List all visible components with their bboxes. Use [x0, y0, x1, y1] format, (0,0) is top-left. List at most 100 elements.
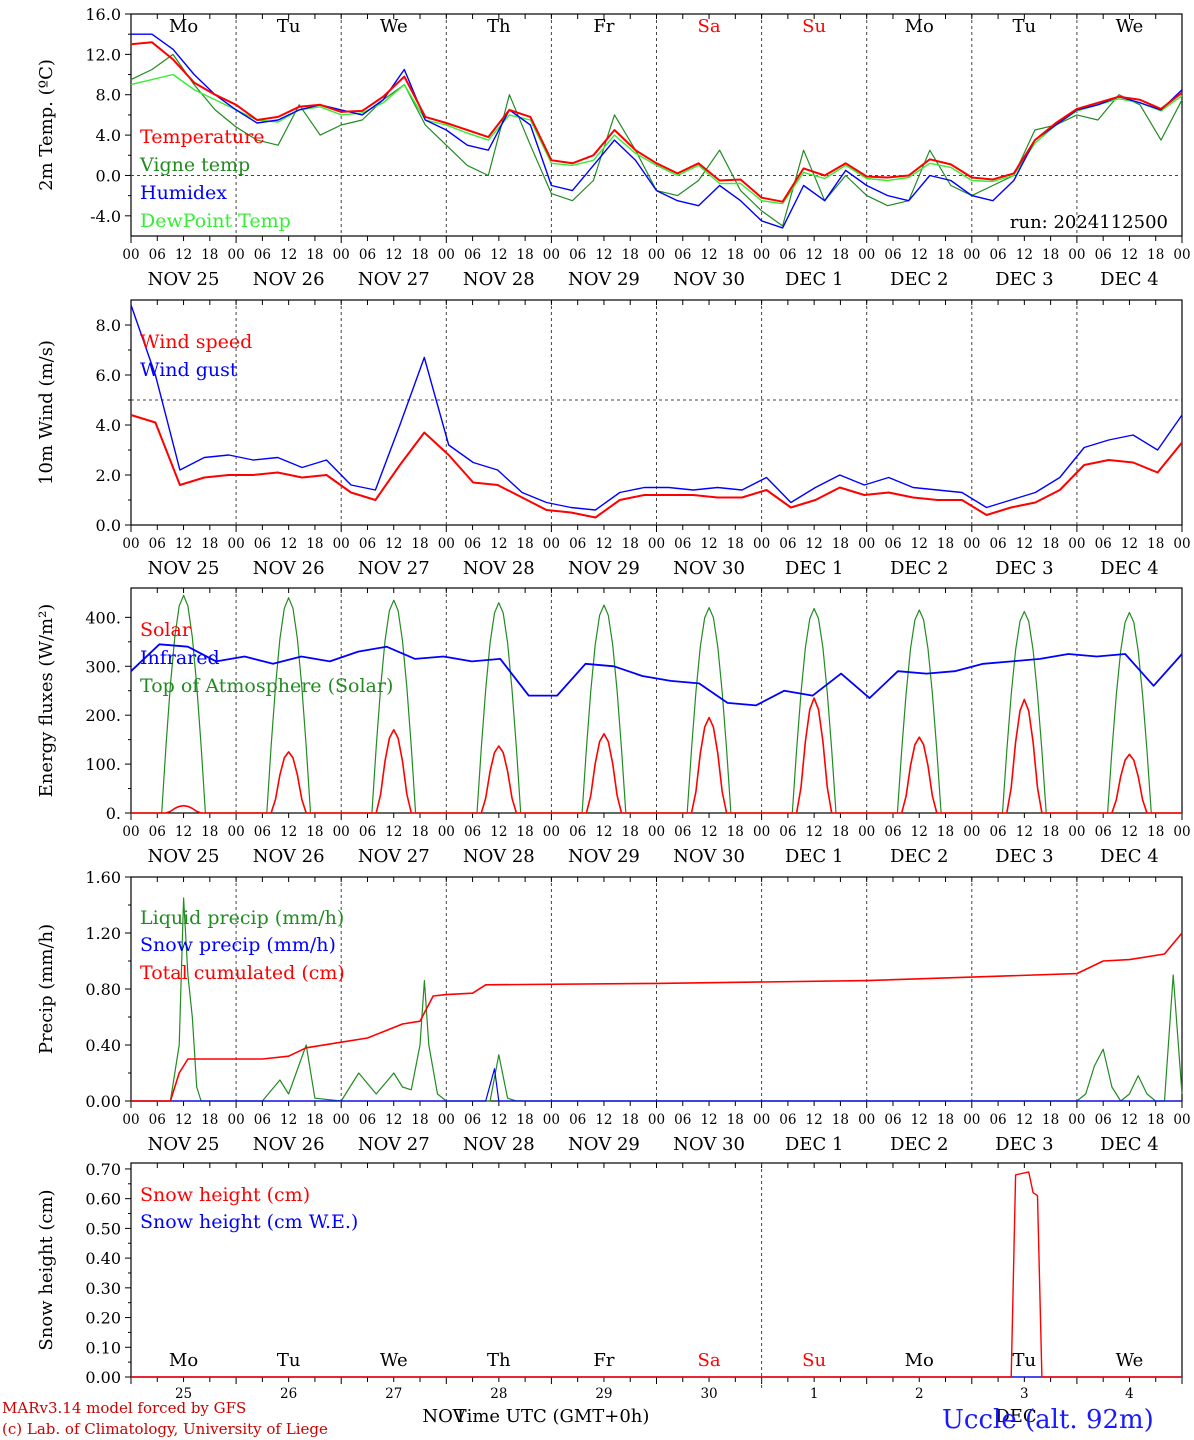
legend-entry: Wind gust [140, 359, 238, 381]
y-tick-label: 4.0 [96, 126, 121, 145]
x-hour-label: 00 [858, 247, 875, 263]
x-hour-label: 00 [333, 536, 350, 552]
legend-entry: Solar [140, 619, 192, 641]
x-hour-label: 12 [700, 1112, 717, 1128]
x-hour-label: 00 [1068, 247, 1085, 263]
day-of-week-label: Tu [277, 1350, 301, 1371]
x-hour-label: 12 [280, 247, 297, 263]
x-hour-label: 12 [595, 824, 612, 840]
y-tick-label: 1.20 [85, 924, 121, 943]
day-of-week-label: Fr [593, 1350, 614, 1371]
x-day-number: 3 [1020, 1386, 1029, 1402]
y-tick-label: 8.0 [96, 86, 121, 105]
x-hour-label: 12 [700, 536, 717, 552]
x-day-number: 25 [175, 1386, 192, 1402]
x-hour-label: 18 [727, 247, 744, 263]
x-hour-label: 18 [937, 824, 954, 840]
x-day-number: 26 [280, 1386, 297, 1402]
x-hour-label: 06 [149, 536, 166, 552]
x-hour-label: 12 [490, 536, 507, 552]
x-hour-label: 00 [858, 536, 875, 552]
x-hour-label: 06 [674, 1112, 691, 1128]
y-tick-label: 0.10 [85, 1338, 121, 1357]
x-date-label: DEC 1 [785, 846, 844, 867]
legend-entry: Vigne temp [139, 154, 250, 176]
x-hour-label: 18 [306, 247, 323, 263]
y-tick-label: 6.0 [96, 366, 121, 385]
y-tick-label: 300. [85, 657, 121, 676]
x-day-number: 30 [700, 1386, 717, 1402]
x-hour-label: 00 [122, 247, 139, 263]
x-hour-label: 00 [963, 247, 980, 263]
x-hour-label: 06 [884, 536, 901, 552]
x-hour-label: 06 [989, 247, 1006, 263]
x-hour-label: 06 [254, 824, 271, 840]
x-date-label: DEC 4 [1100, 846, 1159, 867]
y-tick-label: 0. [106, 804, 121, 823]
x-hour-label: 00 [543, 1112, 560, 1128]
x-date-label: NOV 27 [358, 558, 430, 579]
day-of-week-label: Mo [169, 1350, 198, 1371]
x-hour-label: 06 [884, 824, 901, 840]
y-tick-label: 0.50 [85, 1219, 121, 1238]
y-tick-label: 100. [85, 755, 121, 774]
x-hour-label: 18 [622, 536, 639, 552]
x-hour-label: 06 [464, 247, 481, 263]
x-hour-label: 12 [806, 247, 823, 263]
legend-entry: Infrared [140, 647, 220, 669]
x-hour-label: 06 [884, 247, 901, 263]
x-hour-label: 12 [806, 536, 823, 552]
y-tick-label: 0.80 [85, 980, 121, 999]
day-of-week-label: Sa [698, 1350, 721, 1371]
x-hour-label: 12 [595, 536, 612, 552]
x-hour-label: 12 [385, 1112, 402, 1128]
x-hour-label: 00 [228, 1112, 245, 1128]
day-of-week-label: Th [487, 1350, 511, 1371]
x-hour-label: 18 [937, 247, 954, 263]
series-line-total-cumulated [131, 932, 1183, 1102]
x-hour-label: 06 [569, 824, 586, 840]
precip-panel: 1.60 1.20 0.80 0.40 0.00 Precip (mm/h) 00 06 12 1… [36, 868, 1191, 1155]
x-hour-label: 12 [1016, 1112, 1033, 1128]
x-hour-label: 12 [1121, 247, 1138, 263]
x-hour-label: 00 [1173, 1112, 1190, 1128]
y-tick-label: -4.0 [90, 207, 121, 226]
y-tick-label: 16.0 [85, 5, 121, 24]
series-line-temperature [130, 41, 1183, 203]
x-date-label: DEC 1 [785, 1134, 844, 1155]
x-hour-label: 18 [727, 824, 744, 840]
legend-entry: Snow precip (mm/h) [140, 934, 336, 956]
x-date-label: NOV 29 [568, 846, 640, 867]
day-of-week-label: Th [487, 16, 511, 37]
x-hour-label: 00 [438, 247, 455, 263]
plot-frame [130, 299, 1183, 526]
x-hour-label: 12 [280, 1112, 297, 1128]
temperature-panel: 16.0 12.0 8.0 4.0 0.0 -4.0 2m Temp. (ºC) 00 06 12… [36, 5, 1191, 290]
x-date-label: DEC 4 [1100, 558, 1159, 579]
x-hour-label: 18 [1042, 824, 1059, 840]
x-hour-label: 06 [989, 1112, 1006, 1128]
x-hour-label: 12 [1121, 1112, 1138, 1128]
x-hour-label: 12 [911, 247, 928, 263]
x-hour-label: 18 [832, 536, 849, 552]
x-hour-label: 12 [490, 247, 507, 263]
x-hour-label: 06 [464, 536, 481, 552]
day-of-week-label: We [1116, 1350, 1144, 1371]
month-label-dec: DEC [995, 1406, 1036, 1427]
x-date-label: NOV 26 [253, 558, 325, 579]
x-date-label: NOV 26 [253, 1134, 325, 1155]
x-date-label: DEC 3 [995, 269, 1054, 290]
x-hour-label: 00 [648, 247, 665, 263]
x-hour-label: 06 [359, 1112, 376, 1128]
x-hour-label: 18 [622, 1112, 639, 1128]
y-tick-label: 0.00 [85, 1368, 121, 1387]
x-hour-label: 18 [937, 1112, 954, 1128]
x-hour-label: 00 [1068, 536, 1085, 552]
x-hour-label: 00 [858, 1112, 875, 1128]
x-date-label: NOV 26 [253, 846, 325, 867]
x-hour-label: 00 [122, 1112, 139, 1128]
x-date-label: DEC 1 [785, 558, 844, 579]
x-day-number: 27 [385, 1386, 402, 1402]
x-hour-label: 18 [727, 1112, 744, 1128]
x-hour-label: 18 [1147, 247, 1164, 263]
